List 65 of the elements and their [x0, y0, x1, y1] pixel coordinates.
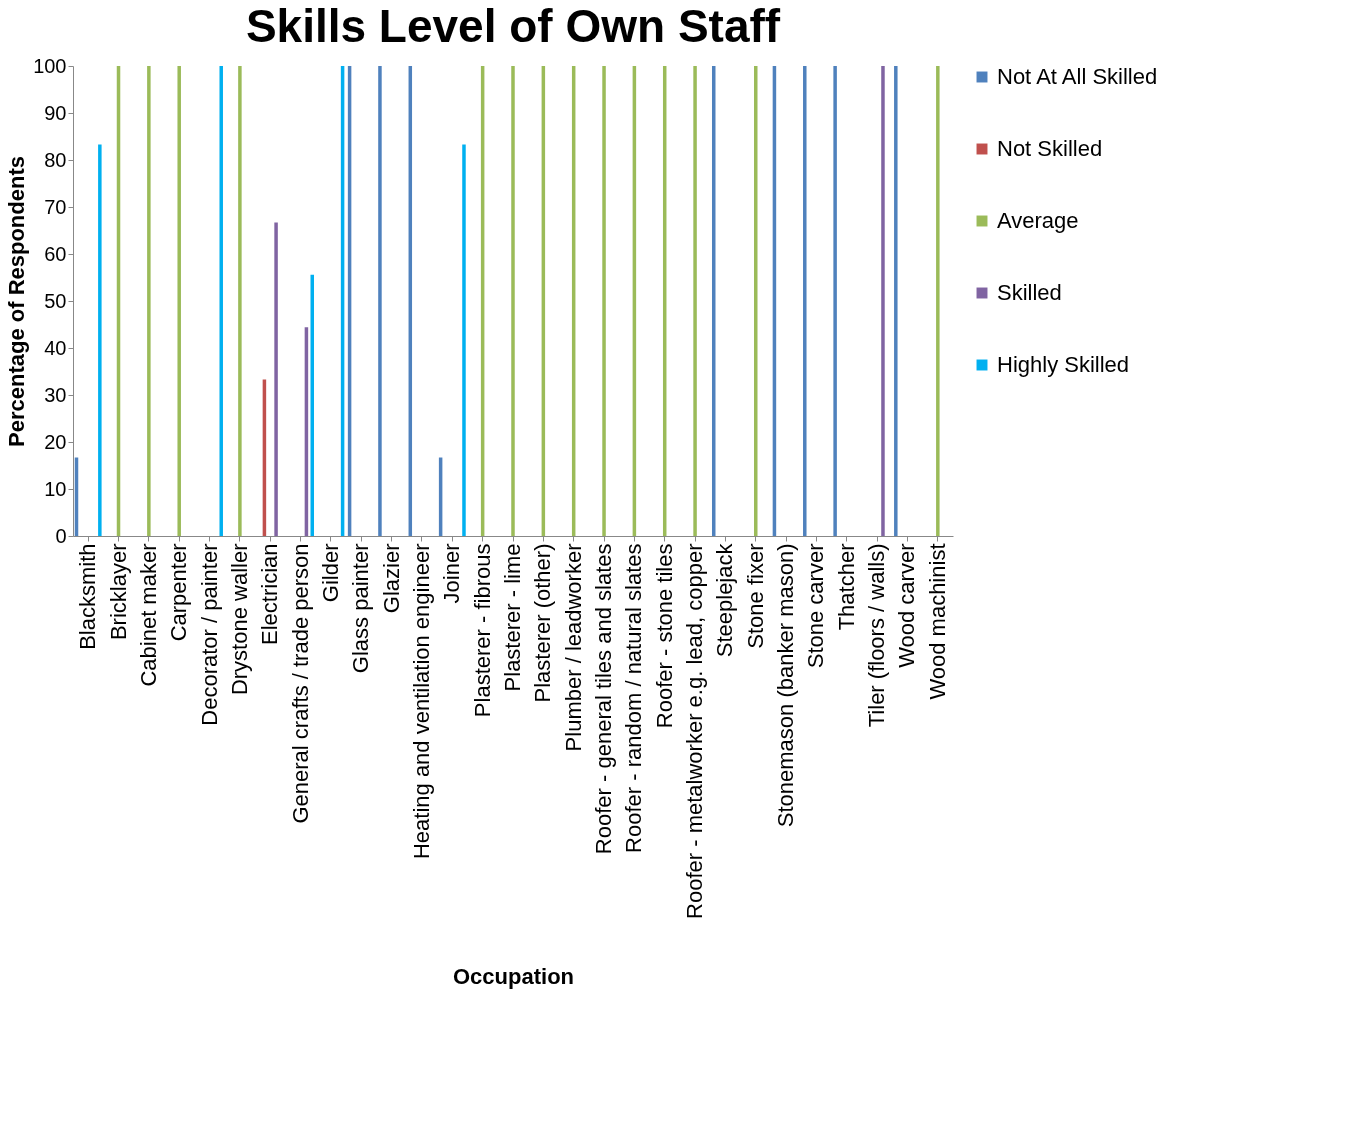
x-tick-label: Plasterer (other)	[530, 543, 556, 703]
x-tick-label: Glazier	[378, 543, 404, 614]
bar	[177, 66, 181, 536]
x-tick-label: Roofer - stone tiles	[651, 543, 677, 729]
y-tick-label: 30	[44, 383, 67, 406]
x-tick-label: Stone carver	[803, 543, 829, 669]
x-tick-label: Decorator / painter	[196, 543, 222, 726]
bar	[881, 66, 885, 536]
x-tick-label: Gilder	[317, 543, 343, 603]
y-tick-label: 10	[44, 477, 67, 500]
y-tick-label: 40	[44, 336, 67, 359]
y-tick-label: 80	[44, 148, 67, 171]
x-tick-label: General crafts / trade person	[287, 543, 313, 824]
x-tick-label: Blacksmith	[75, 543, 101, 650]
x-tick-label: Joiner	[439, 543, 465, 604]
bar	[274, 222, 278, 536]
bar	[803, 66, 807, 536]
x-tick-label: Roofer - general tiles and slates	[591, 543, 617, 855]
x-tick-label: Carpenter	[166, 543, 192, 642]
bar	[238, 66, 242, 536]
y-tick-label: 20	[44, 430, 67, 453]
x-tick-label: Wood machinist	[924, 543, 950, 700]
bar	[693, 66, 697, 536]
y-tick-label: 60	[44, 242, 67, 265]
bar	[754, 66, 758, 536]
bar	[894, 66, 898, 536]
x-tick-label: Roofer - random / natural slates	[621, 543, 647, 853]
y-tick-label: 70	[44, 195, 67, 218]
x-tick-label: Electrician	[257, 543, 283, 645]
x-tick-label: Bricklayer	[105, 543, 131, 641]
legend-label: Highly Skilled	[997, 352, 1130, 377]
y-tick-label: 100	[33, 54, 67, 77]
x-tick-label: Thatcher	[833, 543, 859, 631]
x-tick-label: Wood carver	[894, 543, 920, 668]
x-axis-title: Occupation	[452, 963, 575, 989]
y-tick-label: 90	[44, 101, 67, 124]
legend-label: Skilled	[997, 280, 1062, 305]
y-tick-label: 50	[44, 289, 67, 312]
x-tick-label: Plasterer - lime	[500, 543, 525, 692]
chart-title: Skills Level of Own Staff	[245, 0, 781, 52]
legend-label: Not At All Skilled	[997, 64, 1158, 89]
x-tick-label: Cabinet maker	[135, 543, 161, 687]
bar	[511, 66, 515, 536]
x-tick-label: Roofer - metalworker e.g. lead, copper	[682, 543, 708, 919]
bar	[219, 66, 223, 536]
y-axis-title: Percentage of Respondents	[4, 156, 30, 447]
x-tick-label: Plasterer - fibrous	[469, 543, 495, 718]
x-tick-label: Stone fixer	[742, 543, 768, 649]
bar	[98, 144, 102, 536]
x-tick-label: Drystone waller	[226, 543, 252, 696]
bar	[147, 66, 151, 536]
x-tick-label: Plumber / leadworker	[560, 543, 586, 752]
bar	[462, 144, 466, 536]
x-tick-label: Stonemason (banker mason)	[773, 543, 799, 828]
legend-label: Average	[997, 208, 1079, 233]
bar	[833, 66, 837, 536]
x-tick-label: Glass painter	[348, 543, 374, 674]
y-tick-label: 0	[55, 524, 67, 547]
x-tick-label: Heating and ventilation engineer	[408, 543, 434, 860]
x-tick-label: Tiler (floors / walls)	[864, 543, 890, 728]
x-tick-label: Steeplejack	[712, 542, 738, 658]
bar	[602, 66, 606, 536]
legend-label: Not Skilled	[997, 136, 1103, 161]
bar	[378, 66, 382, 536]
bar	[936, 66, 940, 536]
